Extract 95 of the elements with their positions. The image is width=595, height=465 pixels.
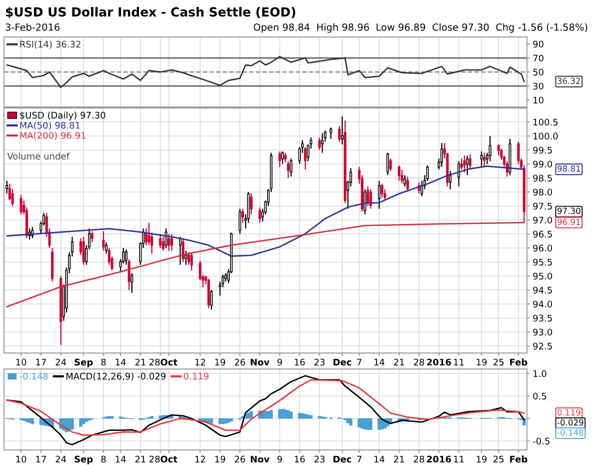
y-tick-label: 94.0 [533, 300, 552, 308]
chart-subtitle: 3-Feb-2016 [6, 23, 60, 31]
x-tick-label: 10 [16, 358, 26, 366]
x-tick-label: 23 [314, 358, 325, 366]
x-tick-label: Sep [74, 358, 93, 368]
x-tick-label: 11 [454, 358, 464, 366]
y-tick-label: 92.5 [533, 342, 552, 350]
y-tick-label: 99.0 [533, 160, 552, 168]
y-tick-label: 10 [534, 96, 544, 104]
x-tick-label: 19 [476, 456, 487, 463]
x-tick-label: Oct [160, 358, 178, 366]
y-tick-label: 100.0 [534, 132, 558, 140]
x-tick-label: 9 [277, 358, 282, 366]
x-tick-label: 17 [36, 456, 46, 462]
x-tick-label: 19 [215, 456, 226, 463]
y-tick-label: 94.5 [533, 286, 552, 294]
y-tick-label: 90 [533, 40, 544, 48]
x-tick-label: 12 [195, 456, 205, 462]
y-tick-label: 0.5 [533, 392, 546, 400]
y-tick-label: 50 [533, 68, 544, 76]
x-tick-label: 2016 [427, 456, 451, 463]
x-tick-label: 14 [116, 456, 126, 462]
text: 96.91 [558, 218, 580, 225]
text: 98.81 [558, 165, 580, 172]
x-tick-label: 9 [277, 456, 282, 463]
legend-label: MACD(12,26,9) -0.029 [66, 372, 166, 381]
y-tick-label: 99.5 [533, 146, 552, 154]
y-tick-label: 30 [533, 82, 544, 90]
x-tick-label: 25 [493, 358, 504, 366]
x-tick-label: 14 [374, 456, 384, 462]
x-tick-label: 24 [56, 358, 66, 366]
x-tick-label: Nov [250, 456, 270, 463]
y-tick-label: 1.0 [534, 370, 546, 378]
x-tick-label: 28 [150, 358, 160, 366]
x-tick-label: 11 [454, 456, 464, 462]
x-tick-label: 23 [314, 456, 325, 463]
text: 36.32 [558, 78, 580, 84]
x-tick-label: Dec [334, 358, 352, 366]
x-tick-label: 24 [56, 456, 66, 462]
x-tick-label: 21 [394, 456, 404, 462]
y-tick-label: 100.5 [534, 118, 558, 126]
x-tick-label: 25 [493, 456, 504, 463]
x-tick-label: 17 [36, 358, 46, 366]
x-tick-label: 19 [215, 358, 226, 366]
text: 97.30 [558, 208, 580, 214]
x-tick-label: 21 [135, 456, 146, 462]
y-tick-label: 96.0 [533, 244, 552, 252]
x-tick-label: 10 [16, 456, 26, 463]
legend-label: 0.119 [184, 372, 208, 380]
x-tick-label: 7 [357, 358, 362, 366]
y-tick-label: 97.5 [533, 202, 552, 210]
x-tick-label: 12 [195, 358, 205, 366]
x-tick-label: 8 [101, 456, 106, 463]
y-tick-label: 98.5 [533, 174, 552, 182]
legend-label: MA(50) 98.81 [20, 122, 80, 130]
x-tick-label: 14 [116, 358, 126, 366]
x-tick-label: 28 [414, 358, 424, 366]
x-tick-label: 19 [476, 358, 487, 366]
text: -0.029 [557, 419, 584, 426]
x-tick-label: Sep [74, 456, 93, 464]
legend-label: $USD (Daily) 97.30 [20, 112, 106, 120]
text: 0.119 [558, 409, 580, 416]
x-tick-label: 28 [150, 456, 160, 463]
x-tick-label: Oct [160, 456, 178, 463]
x-tick-label: 16 [294, 358, 305, 366]
y-tick-label: 93.5 [533, 314, 552, 322]
x-tick-label: 7 [357, 456, 362, 462]
annotation: Volume undef [7, 152, 70, 160]
y-tick-label: 70 [533, 54, 544, 62]
legend-label: RSI(14) 36.32 [20, 40, 80, 49]
x-tick-label: 16 [294, 456, 305, 463]
x-tick-label: 26 [234, 456, 246, 463]
y-tick-label: 95.0 [533, 272, 552, 280]
text: Open 98.84 High 98.96 Low 96.89 Close 97.30 Chg -1.56 (-1.58%) [254, 23, 588, 33]
x-tick-label: 28 [414, 456, 424, 463]
x-tick-label: 14 [374, 358, 384, 366]
y-tick-label: 98.0 [533, 188, 552, 196]
x-tick-label: Feb [510, 358, 528, 366]
x-tick-label: 26 [234, 358, 246, 366]
x-tick-label: 2016 [427, 358, 451, 366]
x-tick-label: Nov [250, 358, 270, 366]
y-tick-label: 95.5 [533, 258, 552, 266]
x-tick-label: Dec [334, 456, 352, 463]
x-tick-label: Feb [510, 456, 528, 463]
text: -0.148 [557, 429, 584, 436]
y-tick-label: -0.5 [532, 438, 550, 445]
x-tick-label: 8 [101, 358, 106, 366]
legend-label: MA(200) 96.91 [20, 132, 86, 140]
y-tick-label: 97.0 [533, 216, 552, 224]
chart-title: $USD US Dollar Index - Cash Settle (EOD) [6, 6, 296, 18]
x-tick-label: 21 [394, 358, 404, 366]
legend-label: -0.148 [20, 372, 48, 380]
x-tick-label: 21 [135, 358, 146, 366]
y-tick-label: 93.0 [533, 328, 552, 336]
y-tick-label: 96.5 [533, 230, 552, 238]
